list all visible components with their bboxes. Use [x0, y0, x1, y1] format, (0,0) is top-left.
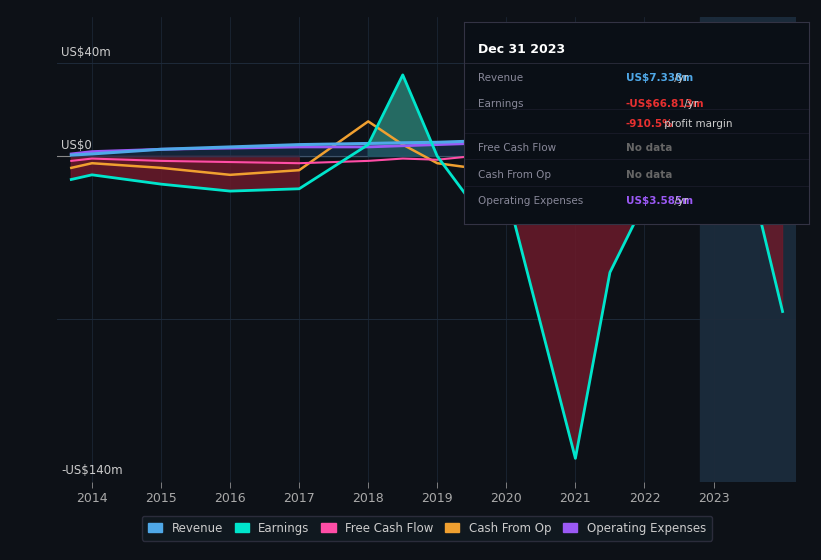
Bar — [699, 17, 796, 482]
Legend: Revenue, Earnings, Free Cash Flow, Cash From Op, Operating Expenses: Revenue, Earnings, Free Cash Flow, Cash … — [142, 516, 712, 541]
Text: Dec 31 2023: Dec 31 2023 — [478, 43, 565, 55]
Text: -US$140m: -US$140m — [61, 464, 122, 477]
Text: Free Cash Flow: Free Cash Flow — [478, 143, 556, 153]
Text: US$0: US$0 — [61, 138, 92, 152]
Text: Operating Expenses: Operating Expenses — [478, 196, 583, 206]
Text: Revenue: Revenue — [478, 73, 523, 83]
Text: /yr: /yr — [681, 99, 698, 109]
Text: /yr: /yr — [671, 196, 688, 206]
Text: US$3.585m: US$3.585m — [626, 196, 693, 206]
Text: No data: No data — [626, 170, 672, 180]
Text: No data: No data — [626, 143, 672, 153]
Text: US$7.338m: US$7.338m — [626, 73, 693, 83]
Text: Earnings: Earnings — [478, 99, 523, 109]
Text: US$40m: US$40m — [61, 45, 111, 59]
Text: -US$66.813m: -US$66.813m — [626, 99, 704, 109]
Text: profit margin: profit margin — [661, 119, 732, 129]
Text: /yr: /yr — [671, 73, 688, 83]
Text: -910.5%: -910.5% — [626, 119, 673, 129]
Text: Cash From Op: Cash From Op — [478, 170, 551, 180]
